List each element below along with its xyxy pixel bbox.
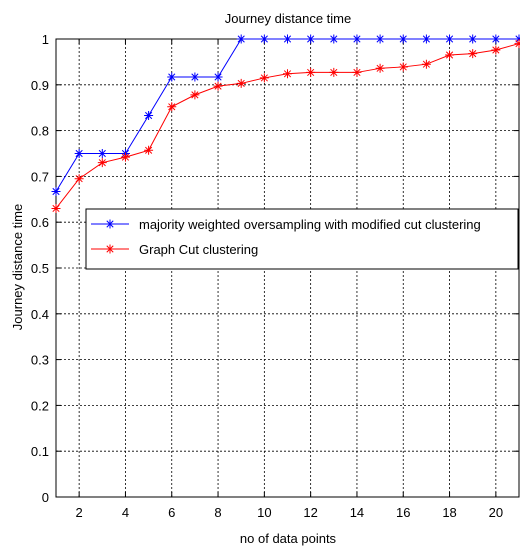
y-tick-label: 0.5 xyxy=(31,261,49,276)
data-point-marker xyxy=(352,34,362,44)
data-point-marker xyxy=(375,63,385,73)
data-point-marker xyxy=(97,158,107,168)
data-point-marker xyxy=(144,110,154,120)
data-point-marker xyxy=(375,34,385,44)
x-tick-label: 4 xyxy=(122,505,129,520)
data-point-marker xyxy=(236,78,246,88)
y-axis-ticks: 0 0.1 0.2 0.3 0.4 0.5 0.6 0.7 0.8 0.9 1 xyxy=(31,32,519,505)
x-tick-label: 10 xyxy=(257,505,271,520)
data-point-marker xyxy=(283,34,292,44)
data-point-marker xyxy=(491,34,501,44)
data-point-marker xyxy=(445,34,455,44)
data-point-marker xyxy=(213,81,223,91)
data-point-marker xyxy=(306,67,316,77)
legend-entry-label: Graph Cut clustering xyxy=(139,242,258,257)
data-point-marker xyxy=(120,152,130,162)
y-tick-label: 1 xyxy=(42,32,49,47)
data-point-marker xyxy=(74,149,84,158)
data-point-marker xyxy=(398,34,408,44)
data-point-marker xyxy=(213,72,223,82)
data-point-marker xyxy=(445,50,455,60)
y-axis-label: Journey distance time xyxy=(10,204,25,330)
data-point-marker xyxy=(514,34,520,44)
data-point-marker xyxy=(259,73,269,83)
data-point-marker xyxy=(306,34,316,44)
data-point-marker xyxy=(236,34,246,44)
x-tick-label: 18 xyxy=(442,505,456,520)
x-axis-label: no of data points xyxy=(240,531,337,546)
data-point-marker xyxy=(283,69,292,79)
data-point-marker xyxy=(51,187,61,197)
data-point-marker xyxy=(491,45,501,55)
x-tick-label: 8 xyxy=(214,505,221,520)
x-tick-label: 6 xyxy=(168,505,175,520)
data-point-marker xyxy=(421,59,431,69)
series-0 xyxy=(51,34,520,197)
data-point-marker xyxy=(259,34,269,44)
y-tick-label: 0.6 xyxy=(31,215,49,230)
y-tick-label: 0.3 xyxy=(31,353,49,368)
data-point-marker xyxy=(398,62,408,72)
y-tick-label: 0.7 xyxy=(31,169,49,184)
y-tick-label: 0.2 xyxy=(31,398,49,413)
x-tick-label: 14 xyxy=(350,505,364,520)
legend-entry-label: majority weighted oversampling with modi… xyxy=(139,217,481,232)
data-point-marker xyxy=(514,39,520,49)
data-point-marker xyxy=(167,102,177,112)
y-tick-label: 0.9 xyxy=(31,78,49,93)
x-tick-label: 16 xyxy=(396,505,410,520)
y-tick-label: 0.8 xyxy=(31,124,49,139)
x-tick-label: 12 xyxy=(303,505,317,520)
y-tick-label: 0.1 xyxy=(31,444,49,459)
chart-title: Journey distance time xyxy=(225,11,351,26)
legend-swatch-marker xyxy=(105,244,115,254)
data-point-marker xyxy=(329,34,339,44)
data-point-marker xyxy=(352,67,362,77)
y-tick-label: 0 xyxy=(42,490,49,505)
data-point-marker xyxy=(190,72,200,82)
data-point-marker xyxy=(468,34,478,44)
data-point-marker xyxy=(421,34,431,44)
data-point-marker xyxy=(329,67,339,77)
x-tick-label: 20 xyxy=(489,505,503,520)
data-point-marker xyxy=(51,203,61,213)
x-tick-label: 2 xyxy=(76,505,83,520)
x-axis-ticks: 2 4 6 8 10 12 14 16 18 20 xyxy=(76,39,503,520)
series-1 xyxy=(51,39,520,213)
data-point-marker xyxy=(74,174,84,184)
data-point-marker xyxy=(144,145,154,155)
series-layer xyxy=(51,34,520,213)
data-point-marker xyxy=(190,90,200,100)
data-point-marker xyxy=(468,49,478,59)
legend-box xyxy=(85,208,519,270)
legend-swatch-marker xyxy=(105,219,115,229)
y-tick-label: 0.4 xyxy=(31,307,49,322)
data-point-marker xyxy=(167,72,177,82)
legend: majority weighted oversampling with modi… xyxy=(85,208,519,270)
data-point-marker xyxy=(97,149,107,158)
